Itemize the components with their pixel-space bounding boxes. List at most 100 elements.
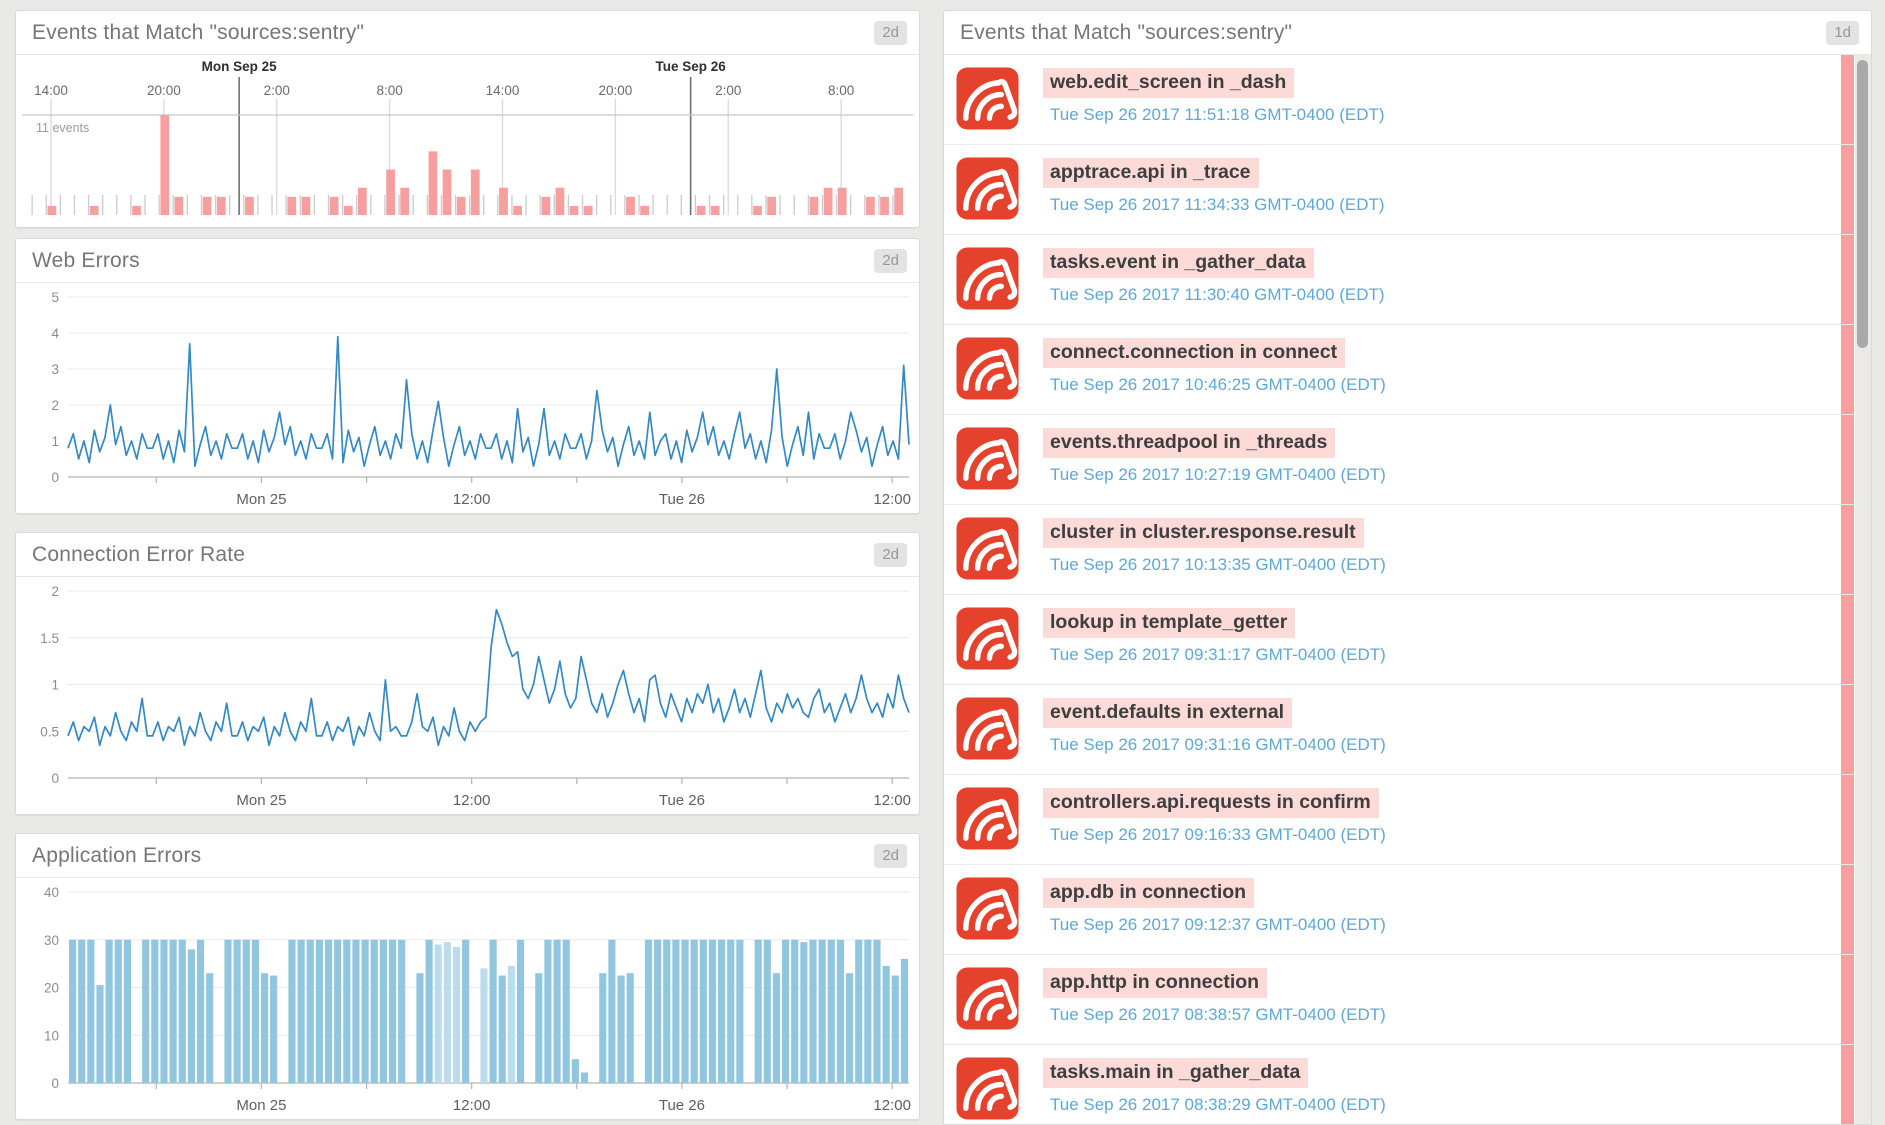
event-name[interactable]: cluster in cluster.response.result [1043, 518, 1364, 548]
sentry-logo-icon-wrap [956, 967, 1019, 1030]
charts-column: Events that Match "sources:sentry" 2d 14… [15, 10, 920, 1125]
event-row[interactable]: event.defaults in external Tue Sep 26 201… [944, 685, 1871, 775]
panel-header: Web Errors 2d [16, 239, 919, 283]
event-timestamp: Tue Sep 26 2017 08:38:57 GMT-0400 (EDT) [1050, 1005, 1386, 1024]
panel-header: Connection Error Rate 2d [16, 533, 919, 577]
svg-text:1.5: 1.5 [40, 631, 59, 646]
application-errors-chart[interactable]: 0 10 20 30 40 Mon 25 12:00 Tue 26 12:00 [16, 878, 919, 1119]
event-timestamp: Tue Sep 26 2017 09:31:16 GMT-0400 (EDT) [1050, 735, 1386, 754]
panel-title: Events that Match "sources:sentry" [32, 21, 365, 44]
event-row[interactable]: lookup in template_getter Tue Sep 26 2017… [944, 595, 1871, 685]
event-name[interactable]: connect.connection in connect [1043, 338, 1346, 368]
event-row[interactable]: apptrace.api in _trace Tue Sep 26 2017 11… [944, 145, 1871, 235]
svg-text:2:00: 2:00 [264, 83, 290, 98]
event-text: tasks.event in _gather_data Tue Sep 26 20… [1043, 247, 1385, 305]
event-timestamp: Tue Sep 26 2017 10:27:19 GMT-0400 (EDT) [1050, 465, 1386, 484]
chart-canvas: 0 10 20 30 40 Mon 25 12:00 Tue 26 12:00 [44, 885, 911, 1114]
svg-text:4: 4 [51, 326, 59, 341]
svg-text:Tue 26: Tue 26 [659, 491, 705, 508]
svg-text:14:00: 14:00 [486, 83, 520, 98]
chart-canvas: 0 0.5 1 1.5 2 Mon 25 12:00 Tue 26 12:00 [40, 584, 911, 809]
event-row[interactable]: app.http in connection Tue Sep 26 2017 08… [944, 955, 1871, 1045]
svg-text:0.5: 0.5 [40, 724, 59, 739]
event-timestamp: Tue Sep 26 2017 09:16:33 GMT-0400 (EDT) [1050, 825, 1386, 844]
sentry-logo-icon [956, 427, 1019, 490]
application-errors-panel: Application Errors 2d 0 10 20 30 40 Mon 25 12:… [15, 833, 920, 1120]
connection-error-rate-chart[interactable]: 0 0.5 1 1.5 2 Mon 25 12:00 Tue 26 12:00 [16, 577, 919, 814]
time-range-badge[interactable]: 2d [874, 249, 907, 273]
sentry-logo-icon [956, 787, 1019, 850]
time-range-badge[interactable]: 1d [1826, 21, 1859, 45]
time-range-badge[interactable]: 2d [874, 844, 907, 868]
sentry-logo-icon-wrap [956, 697, 1019, 760]
svg-text:20:00: 20:00 [147, 83, 181, 98]
event-name[interactable]: lookup in template_getter [1043, 608, 1296, 638]
events-list-panel: Events that Match "sources:sentry" 1d we… [943, 10, 1872, 1125]
event-name[interactable]: app.db in connection [1043, 878, 1255, 908]
sentry-logo-icon-wrap [956, 1057, 1019, 1120]
event-text: tasks.main in _gather_data Tue Sep 26 201… [1043, 1057, 1386, 1115]
event-name[interactable]: event.defaults in external [1043, 698, 1293, 728]
event-timestamp: Tue Sep 26 2017 11:51:18 GMT-0400 (EDT) [1050, 105, 1385, 124]
event-row[interactable]: app.db in connection Tue Sep 26 2017 09:1… [944, 865, 1871, 955]
sentry-logo-icon [956, 607, 1019, 670]
sentry-logo-icon-wrap [956, 607, 1019, 670]
event-name[interactable]: apptrace.api in _trace [1043, 158, 1259, 188]
event-text: connect.connection in connect Tue Sep 26 … [1043, 337, 1386, 395]
svg-text:8:00: 8:00 [376, 83, 402, 98]
sentry-logo-icon [956, 967, 1019, 1030]
sentry-logo-icon [956, 337, 1019, 400]
event-row[interactable]: tasks.main in _gather_data Tue Sep 26 201… [944, 1045, 1871, 1124]
event-text: apptrace.api in _trace Tue Sep 26 2017 11… [1043, 157, 1385, 215]
event-row[interactable]: events.threadpool in _threads Tue Sep 26 … [944, 415, 1871, 505]
sentry-logo-icon-wrap [956, 877, 1019, 940]
scrollbar-track[interactable] [1855, 55, 1871, 1124]
event-text: controllers.api.requests in confirm Tue S… [1043, 787, 1386, 845]
panel-title: Application Errors [32, 844, 202, 867]
sentry-logo-icon [956, 877, 1019, 940]
svg-text:20:00: 20:00 [598, 83, 632, 98]
event-text: web.edit_screen in _dash Tue Sep 26 2017 … [1043, 67, 1385, 125]
event-name[interactable]: app.http in connection [1043, 968, 1268, 998]
event-row[interactable]: tasks.event in _gather_data Tue Sep 26 20… [944, 235, 1871, 325]
svg-text:12:00: 12:00 [453, 1097, 491, 1114]
sentry-logo-icon [956, 67, 1019, 130]
sentry-logo-icon-wrap [956, 427, 1019, 490]
svg-text:Mon 25: Mon 25 [236, 491, 286, 508]
sentry-logo-icon [956, 247, 1019, 310]
svg-text:2:00: 2:00 [715, 83, 741, 98]
event-name[interactable]: tasks.main in _gather_data [1043, 1058, 1309, 1088]
event-text: events.threadpool in _threads Tue Sep 26 … [1043, 427, 1386, 485]
svg-text:2: 2 [51, 398, 59, 413]
events-histogram-chart[interactable]: 14:00 20:00 2:00 8:00 14:00 20:00 2:00 8:00 Mon … [16, 55, 919, 227]
time-range-badge[interactable]: 2d [874, 21, 907, 45]
sentry-logo-icon [956, 517, 1019, 580]
svg-text:Mon 25: Mon 25 [236, 792, 286, 809]
event-text: lookup in template_getter Tue Sep 26 2017… [1043, 607, 1386, 665]
event-text: app.db in connection Tue Sep 26 2017 09:1… [1043, 877, 1386, 935]
svg-text:Tue 26: Tue 26 [659, 1097, 705, 1114]
sentry-logo-icon-wrap [956, 787, 1019, 850]
svg-text:12:00: 12:00 [453, 792, 491, 809]
event-row[interactable]: web.edit_screen in _dash Tue Sep 26 2017 … [944, 55, 1871, 145]
time-range-badge[interactable]: 2d [874, 543, 907, 567]
event-name[interactable]: events.threadpool in _threads [1043, 428, 1336, 458]
sentry-logo-icon [956, 1057, 1019, 1120]
event-timestamp: Tue Sep 26 2017 10:46:25 GMT-0400 (EDT) [1050, 375, 1386, 394]
chart-canvas: 0 1 2 3 4 5 Mon 25 12:00 Tue 26 12:00 [51, 290, 910, 508]
web-errors-chart[interactable]: 0 1 2 3 4 5 Mon 25 12:00 Tue 26 12:00 [16, 283, 919, 513]
svg-text:1: 1 [51, 678, 59, 693]
web-errors-panel: Web Errors 2d 0 1 2 3 4 5 Mon 25 12:00 Tue 26 12:… [15, 238, 920, 514]
event-name[interactable]: tasks.event in _gather_data [1043, 248, 1314, 278]
connection-error-rate-panel: Connection Error Rate 2d 0 0.5 1 1.5 2 Mon 25… [15, 532, 920, 815]
scrollbar-thumb[interactable] [1857, 60, 1868, 348]
event-text: app.http in connection Tue Sep 26 2017 08… [1043, 967, 1386, 1025]
event-text: cluster in cluster.response.result Tue Se… [1043, 517, 1386, 575]
event-name[interactable]: web.edit_screen in _dash [1043, 68, 1295, 98]
svg-text:12:00: 12:00 [873, 792, 911, 809]
event-row[interactable]: controllers.api.requests in confirm Tue S… [944, 775, 1871, 865]
event-name[interactable]: controllers.api.requests in confirm [1043, 788, 1379, 818]
event-row[interactable]: connect.connection in connect Tue Sep 26 … [944, 325, 1871, 415]
event-row[interactable]: cluster in cluster.response.result Tue Se… [944, 505, 1871, 595]
panel-header: Events that Match "sources:sentry" 2d [16, 11, 919, 55]
